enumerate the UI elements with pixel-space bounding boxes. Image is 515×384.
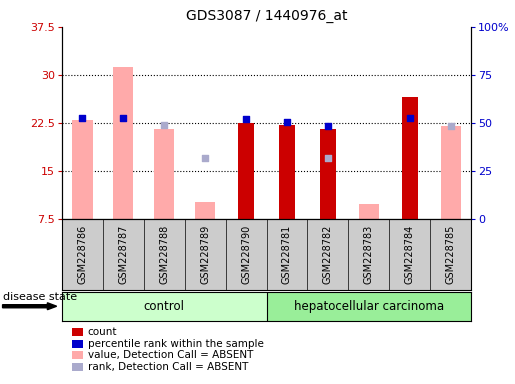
Bar xyxy=(238,123,254,219)
Point xyxy=(201,155,209,161)
Point xyxy=(78,115,87,121)
Text: GSM228784: GSM228784 xyxy=(405,225,415,284)
Bar xyxy=(195,202,215,219)
Text: GSM228783: GSM228783 xyxy=(364,225,374,284)
Bar xyxy=(402,97,418,219)
Point xyxy=(324,123,332,129)
Text: GSM228787: GSM228787 xyxy=(118,225,128,284)
Point xyxy=(119,115,127,121)
Text: GSM228781: GSM228781 xyxy=(282,225,292,284)
Bar xyxy=(358,204,379,219)
Text: GSM228785: GSM228785 xyxy=(446,225,456,284)
Bar xyxy=(72,120,93,219)
Bar xyxy=(267,292,471,321)
Bar xyxy=(440,126,461,219)
Text: value, Detection Call = ABSENT: value, Detection Call = ABSENT xyxy=(88,350,253,360)
Point xyxy=(447,123,455,129)
Text: GSM228782: GSM228782 xyxy=(323,225,333,284)
Title: GDS3087 / 1440976_at: GDS3087 / 1440976_at xyxy=(186,9,347,23)
Bar xyxy=(154,129,175,219)
Text: GSM228786: GSM228786 xyxy=(77,225,87,284)
Text: disease state: disease state xyxy=(3,291,77,302)
Point xyxy=(283,119,291,125)
Text: hepatocellular carcinoma: hepatocellular carcinoma xyxy=(294,300,444,313)
Text: percentile rank within the sample: percentile rank within the sample xyxy=(88,339,264,349)
Bar xyxy=(113,67,133,219)
Bar xyxy=(320,129,336,219)
Bar xyxy=(279,126,295,219)
Point xyxy=(160,122,168,128)
Text: GSM228789: GSM228789 xyxy=(200,225,210,284)
Text: count: count xyxy=(88,327,117,337)
Bar xyxy=(62,292,267,321)
Point xyxy=(324,155,332,161)
Text: GSM228790: GSM228790 xyxy=(241,225,251,284)
Text: GSM228788: GSM228788 xyxy=(159,225,169,284)
Point xyxy=(406,115,414,121)
Text: control: control xyxy=(144,300,185,313)
Point xyxy=(242,116,250,122)
Text: rank, Detection Call = ABSENT: rank, Detection Call = ABSENT xyxy=(88,362,248,372)
